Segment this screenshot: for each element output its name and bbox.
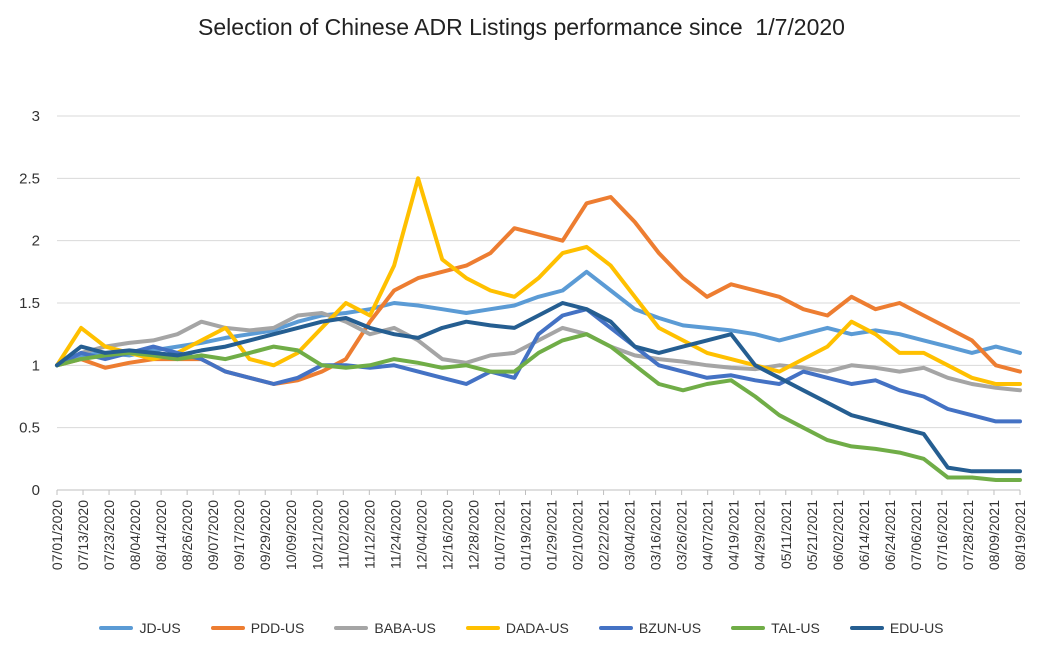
y-tick-label: 2.5 [19,170,40,187]
x-tick-label: 01/29/2021 [544,500,560,570]
legend-item-tal-us: TAL-US [731,620,820,636]
x-tick-label: 04/07/2021 [700,500,716,570]
legend-item-dada-us: DADA-US [465,620,569,636]
series-lines [55,176,1022,482]
series-line-baba-us [55,311,1022,393]
legend-item-jd-us: JD-US [99,620,181,636]
x-tick-label: 11/12/2020 [361,500,377,569]
legend-label: DADA-US [505,620,569,636]
legend-swatch [598,626,633,630]
x-axis-tick-labels: 07/01/2020 07/13/2020 07/23/2020 08/04/2020… [49,500,1028,570]
x-tick-label: 05/11/2021 [778,500,794,569]
series-line-dada-us [55,176,1022,386]
gridlines [57,115,1020,491]
x-tick-label: 08/09/2021 [986,500,1002,570]
legend-label: BABA-US [374,620,436,636]
x-tick-label: 09/07/2020 [205,500,221,570]
legend-swatch [731,626,766,630]
legend-item-baba-us: BABA-US [334,620,436,636]
series-line-bzun-us [55,307,1022,424]
legend-item-bzun-us: BZUN-US [598,620,702,636]
legend-swatch [99,626,134,630]
x-tick-label: 07/01/2020 [49,500,65,570]
x-tick-label: 03/16/2021 [648,500,664,570]
x-tick-label: 10/09/2020 [283,500,299,570]
x-tick-label: 07/28/2021 [960,500,976,570]
y-tick-label: 3 [32,108,40,125]
x-axis [56,490,1021,495]
y-tick-label: 2 [32,233,40,250]
legend-swatch [210,626,245,630]
x-tick-label: 04/19/2021 [726,500,742,570]
legend-label: TAL-US [771,620,820,636]
x-tick-label: 09/17/2020 [231,500,247,570]
x-tick-label: 02/22/2021 [596,500,612,570]
x-tick-label: 06/24/2021 [882,500,898,570]
series-line-edu-us [55,301,1022,474]
x-tick-label: 08/04/2020 [127,500,143,570]
x-tick-label: 06/02/2021 [830,500,846,570]
legend-label: JD-US [139,620,181,636]
x-tick-label: 01/07/2021 [491,500,507,570]
y-tick-label: 1 [32,357,40,374]
x-tick-label: 08/26/2020 [179,500,195,570]
legend: JD-US PDD-US BABA-US DADA-US BZUN-US TAL-US ED… [0,620,1043,636]
x-tick-label: 10/21/2020 [309,500,325,570]
legend-swatch [334,626,369,630]
x-tick-label: 01/19/2021 [517,500,533,570]
x-tick-label: 06/14/2021 [856,500,872,570]
x-tick-label: 09/29/2020 [257,500,273,570]
legend-label: EDU-US [889,620,944,636]
x-tick-label: 03/04/2021 [622,500,638,570]
x-tick-label: 11/02/2020 [335,500,351,569]
x-tick-label: 03/26/2021 [674,500,690,570]
x-tick-label: 12/16/2020 [439,500,455,570]
legend-swatch [465,626,500,630]
y-tick-label: 0.5 [19,420,40,437]
x-tick-label: 12/04/2020 [413,500,429,570]
x-tick-label: 08/19/2021 [1012,500,1028,570]
x-tick-label: 07/13/2020 [75,500,91,570]
y-axis-tick-labels: 0 0.5 1 1.5 2 2.5 3 [19,108,40,499]
y-tick-label: 1.5 [19,295,40,312]
x-tick-label: 08/14/2020 [153,500,169,570]
x-tick-label: 07/23/2020 [101,500,117,570]
x-tick-label: 02/10/2021 [570,500,586,570]
x-tick-label: 07/16/2021 [934,500,950,570]
x-tick-label: 12/28/2020 [465,500,481,570]
chart-title: Selection of Chinese ADR Listings perfor… [198,14,845,40]
legend-label: PDD-US [250,620,305,636]
legend-label: BZUN-US [638,620,702,636]
series-line-jd-us [55,269,1022,368]
legend-swatch [849,626,884,630]
series-line-tal-us [55,332,1022,482]
legend-item-pdd-us: PDD-US [210,620,305,636]
legend-item-edu-us: EDU-US [849,620,944,636]
x-tick-label: 05/21/2021 [804,500,820,570]
x-tick-label: 04/29/2021 [752,500,768,570]
x-tick-label: 07/06/2021 [908,500,924,570]
x-tick-label: 11/24/2020 [387,500,403,569]
y-tick-label: 0 [32,482,40,499]
